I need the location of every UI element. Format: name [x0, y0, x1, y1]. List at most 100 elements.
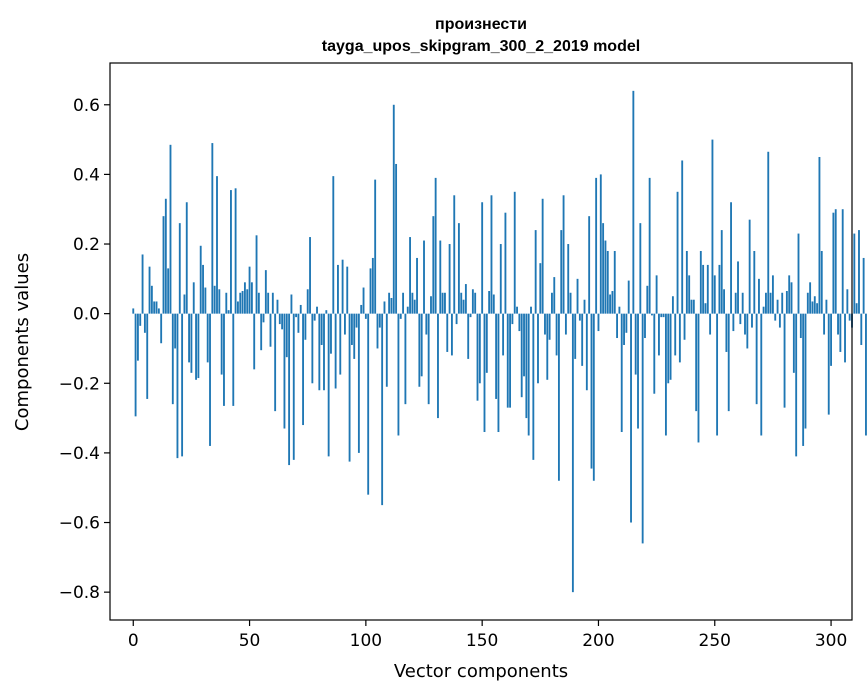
- bar: [250, 282, 253, 314]
- bar: [232, 313, 235, 406]
- bar: [399, 313, 402, 319]
- bar: [555, 313, 558, 356]
- bar: [385, 313, 388, 387]
- bar: [471, 289, 474, 314]
- bar: [204, 287, 207, 314]
- bar: [853, 233, 856, 314]
- bar: [560, 230, 563, 314]
- bar: [762, 306, 765, 314]
- bar: [771, 275, 774, 314]
- bar: [727, 313, 730, 412]
- bar: [134, 313, 137, 417]
- bar: [202, 264, 204, 314]
- bar: [181, 313, 184, 457]
- bar: [178, 223, 181, 314]
- bar: [283, 313, 286, 429]
- bar: [290, 294, 293, 314]
- bar: [243, 282, 246, 314]
- bar: [185, 202, 188, 314]
- bar: [599, 174, 602, 314]
- bars-group: [132, 90, 867, 593]
- bar: [683, 313, 686, 340]
- bar: [776, 299, 779, 314]
- x-axis-label: Vector components: [394, 661, 568, 682]
- bar: [460, 292, 463, 314]
- bar: [530, 306, 532, 314]
- bar: [230, 190, 232, 314]
- bar: [392, 104, 395, 314]
- bar: [513, 191, 516, 314]
- bar: [406, 306, 409, 314]
- bar: [832, 212, 835, 314]
- bar: [797, 233, 800, 314]
- bar: [841, 209, 844, 314]
- bar: [720, 230, 723, 314]
- bar: [218, 289, 221, 314]
- bar: [197, 313, 200, 379]
- bar: [492, 294, 495, 314]
- bar: [341, 259, 344, 314]
- y-tick-label: −0.4: [59, 444, 100, 464]
- bar: [788, 275, 791, 314]
- bar: [390, 297, 393, 314]
- bar: [637, 313, 639, 429]
- bar: [469, 313, 472, 318]
- bar: [378, 313, 381, 328]
- bar: [658, 313, 660, 356]
- bar: [446, 313, 449, 352]
- bar: [744, 313, 746, 335]
- bar: [625, 313, 628, 333]
- bar: [830, 313, 832, 366]
- bar: [520, 313, 523, 398]
- bar: [806, 292, 809, 314]
- bar: [357, 313, 360, 453]
- bar: [141, 254, 144, 314]
- bar: [462, 299, 465, 314]
- bar: [623, 313, 625, 345]
- x-axis: 0 50 100 150 200 250 300: [128, 620, 847, 651]
- bar: [344, 313, 346, 335]
- bar: [546, 313, 549, 380]
- bar: [511, 313, 514, 325]
- bar: [644, 313, 646, 339]
- bar: [732, 313, 735, 332]
- bar: [674, 313, 677, 356]
- bar: [751, 313, 753, 328]
- x-tick-label: 250: [699, 631, 731, 651]
- bar: [837, 313, 839, 335]
- y-tick-label: 0.2: [73, 235, 100, 255]
- y-tick-label: −0.2: [59, 374, 100, 394]
- bar: [132, 308, 135, 314]
- bar: [539, 263, 542, 314]
- bar: [411, 292, 414, 314]
- bar: [553, 277, 556, 314]
- bar: [518, 313, 521, 332]
- x-tick-label: 300: [815, 631, 847, 651]
- bar: [541, 198, 544, 314]
- bar: [795, 313, 798, 457]
- bar: [350, 313, 353, 345]
- bar: [455, 313, 458, 325]
- bar: [299, 304, 302, 314]
- bar: [430, 296, 432, 314]
- bar: [313, 313, 316, 321]
- bar: [302, 313, 304, 426]
- bar: [606, 250, 609, 314]
- bar: [476, 313, 479, 401]
- bar: [544, 313, 546, 335]
- bar: [613, 250, 616, 314]
- bar: [848, 313, 851, 321]
- x-tick-label: 200: [582, 631, 614, 651]
- bar: [374, 179, 377, 314]
- bar: [651, 313, 653, 316]
- bar: [497, 313, 500, 433]
- bar: [225, 292, 228, 314]
- bar: [227, 310, 230, 314]
- bar: [136, 313, 139, 361]
- bar: [790, 282, 793, 314]
- bar: [367, 313, 370, 495]
- bar: [148, 266, 151, 314]
- bar: [376, 313, 379, 349]
